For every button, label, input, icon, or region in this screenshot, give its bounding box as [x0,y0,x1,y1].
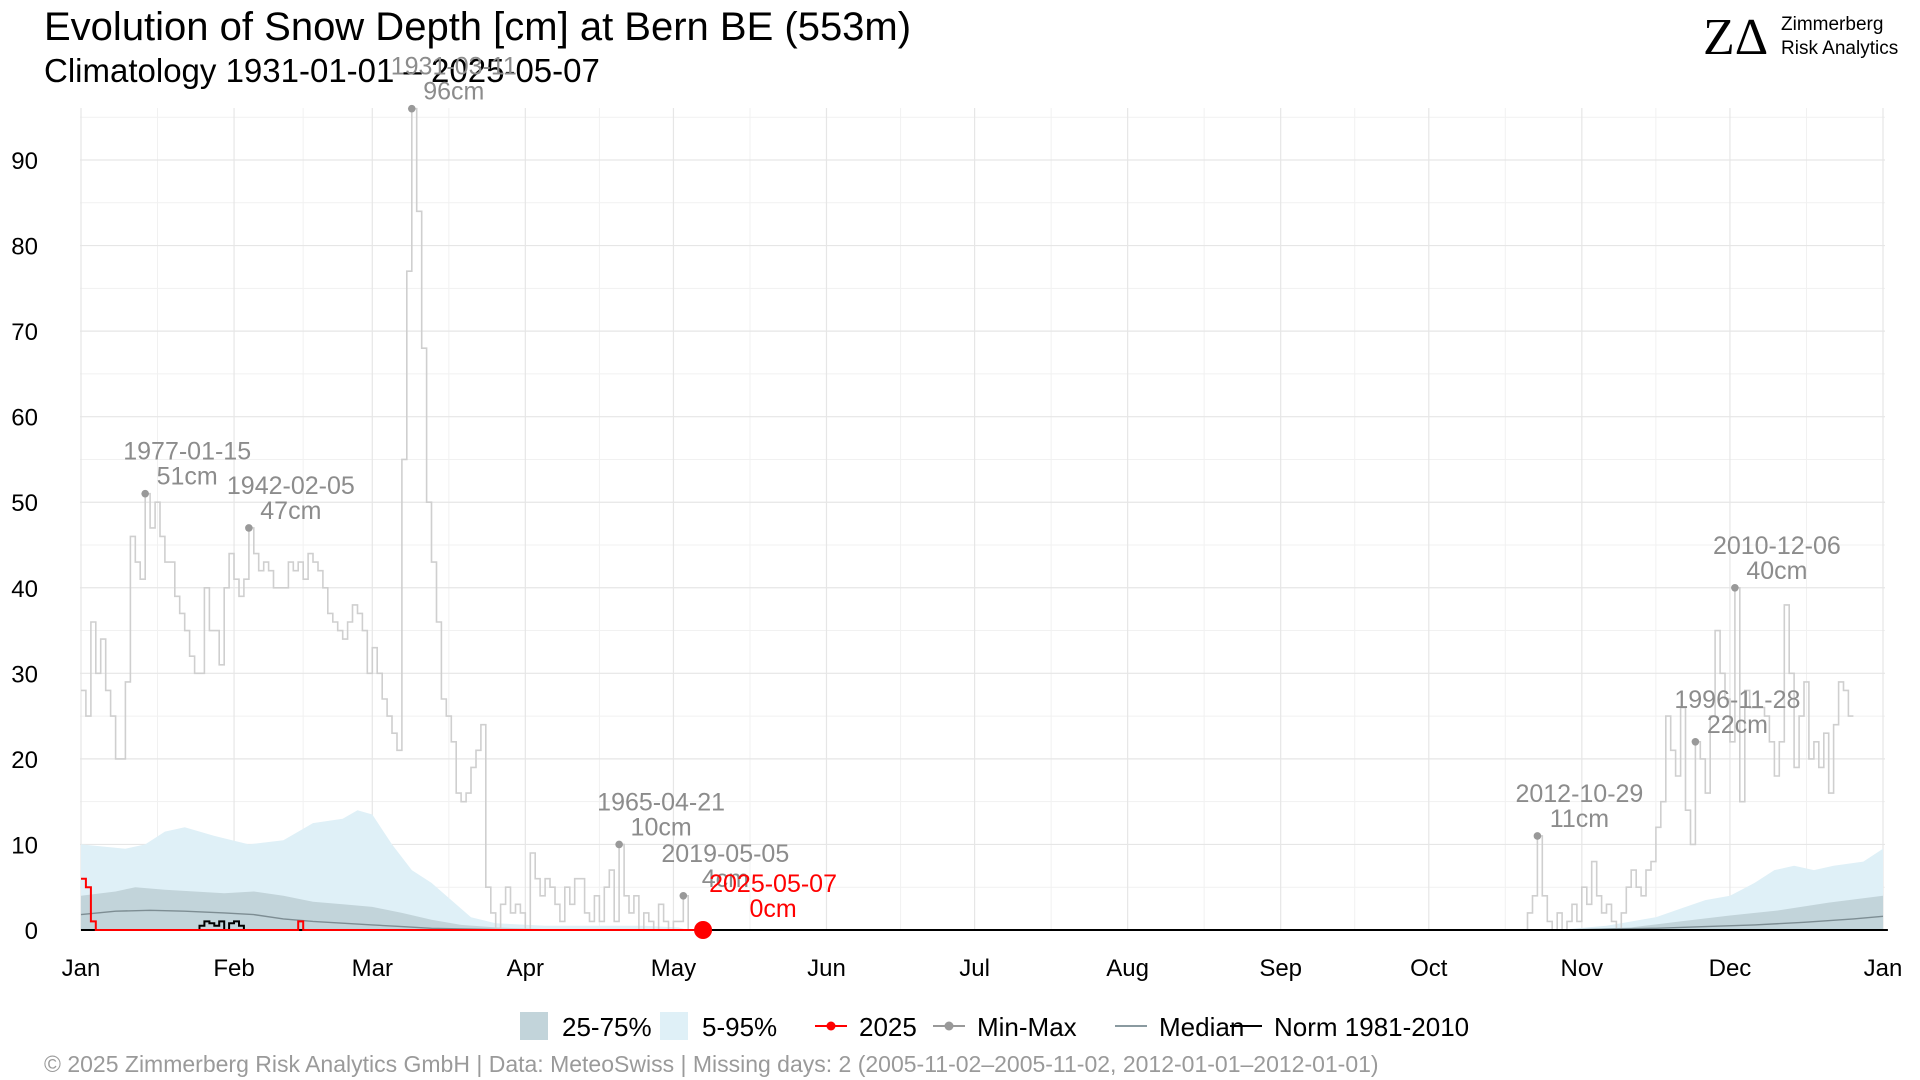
norm-line [81,920,1888,931]
annotation-date: 1996-11-28 [1674,686,1800,714]
x-tick-label: Feb [213,955,254,982]
logo-line-1: Zimmerberg [1781,14,1883,35]
x-tick-label: Jun [807,955,846,982]
max-line-spring [81,107,694,931]
y-tick-label: 10 [11,832,38,859]
y-tick-label: 0 [25,918,38,945]
x-tick-label: Oct [1410,955,1448,982]
legend-label: Min-Max [977,1012,1077,1042]
annotation-date: 1931-03-11 [391,53,517,81]
x-tick-label: Aug [1106,955,1149,982]
x-tick-label: Dec [1709,955,1752,982]
legend-label: 25-75% [562,1012,652,1042]
max-line-autumn [1522,587,1854,931]
annotation-value: 40cm [1746,557,1807,585]
max-point [1533,832,1542,840]
logo-mark: ZΔ [1703,9,1768,66]
legend-swatch [660,1012,688,1040]
annotation-date: 1977-01-15 [123,438,251,466]
legend-swatch [520,1012,548,1040]
current-year-line [81,877,708,931]
annotation-value: 22cm [1707,711,1768,739]
chart-title: Evolution of Snow Depth [cm] at Bern BE … [44,5,911,49]
current-value: 0cm [749,895,796,923]
y-tick-label: 70 [11,319,38,346]
annotation-value: 11cm [1550,805,1609,833]
x-tick-label: Mar [352,955,393,982]
company-logo: ZΔ Zimmerberg Risk Analytics [1703,9,1898,66]
max-point [1691,737,1700,746]
y-tick-label: 50 [11,490,38,517]
y-tick-label: 80 [11,234,38,261]
legend-label: 5-95% [702,1012,777,1042]
logo-line-2: Risk Analytics [1781,38,1898,59]
legend-label: 2025 [859,1012,917,1042]
median-line [80,909,1884,931]
annotation-date: 2010-12-06 [1713,532,1841,560]
y-tick-label: 40 [11,576,38,603]
annotation-date: 1942-02-05 [227,472,355,500]
max-point [1731,583,1739,592]
band-layer [81,810,1883,930]
x-tick-label: Apr [507,955,544,982]
x-tick-label: May [651,955,696,982]
current-point [694,921,713,939]
annotation-value: 10cm [631,813,692,841]
x-tick-label: Jan [62,955,101,982]
footer-credits: © 2025 Zimmerberg Risk Analytics GmbH | … [44,1051,1379,1077]
x-tick-label: Nov [1561,955,1604,982]
legend: 25-75% 5-95% 2025 Min-Max Median Norm 1981-20… [520,1012,1469,1042]
annotation-date: 2019-05-05 [661,840,789,868]
y-axis: 0 10 20 30 40 50 60 70 80 90 [11,148,38,945]
annotation-value: 4cm [702,865,749,893]
legend-swatch-dot [826,1021,836,1031]
x-axis: Jan Feb Mar Apr May Jun Jul Aug Sep Oct Nov Dec Jan [62,955,1903,982]
annotation-value: 96cm [423,78,484,106]
annotation-value: 47cm [260,497,321,525]
annotation-date: 2012-10-29 [1515,780,1643,808]
y-tick-label: 30 [11,661,38,688]
max-point [245,524,253,532]
max-point [679,891,688,900]
x-tick-label: Jul [959,955,990,982]
x-tick-label: Sep [1259,955,1302,982]
chart-subtitle: Climatology 1931-01-01 – 2025-05-07 [44,52,600,89]
legend-label: Norm 1981-2010 [1274,1012,1469,1042]
max-point [407,104,416,113]
annotation-date: 1965-04-21 [597,788,725,816]
current-date: 2025-05-07 [709,870,837,898]
y-tick-label: 20 [11,747,38,774]
y-tick-label: 90 [11,148,38,175]
annotation-value: 51cm [157,463,218,491]
max-point [141,489,149,498]
band-25-75 [81,887,1883,930]
legend-swatch-dot [944,1021,954,1031]
line-layer [80,107,1888,931]
max-point [615,840,623,849]
x-tick-label: Jan [1864,955,1903,982]
y-tick-label: 60 [11,405,38,432]
